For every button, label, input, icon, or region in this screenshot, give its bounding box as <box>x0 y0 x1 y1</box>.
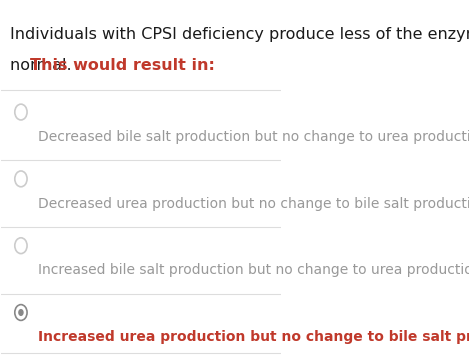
Text: Increased bile salt production but no change to urea production: Increased bile salt production but no ch… <box>38 264 469 277</box>
Text: Decreased urea production but no change to bile salt production: Decreased urea production but no change … <box>38 197 469 211</box>
Text: normal.: normal. <box>10 58 76 73</box>
Text: This would result in:: This would result in: <box>30 58 215 73</box>
Text: Increased urea production but no change to bile salt production: Increased urea production but no change … <box>38 330 469 344</box>
Text: Individuals with CPSI deficiency produce less of the enzyme than: Individuals with CPSI deficiency produce… <box>10 26 469 42</box>
Text: Decreased bile salt production but no change to urea production: Decreased bile salt production but no ch… <box>38 130 469 144</box>
Circle shape <box>18 309 24 316</box>
